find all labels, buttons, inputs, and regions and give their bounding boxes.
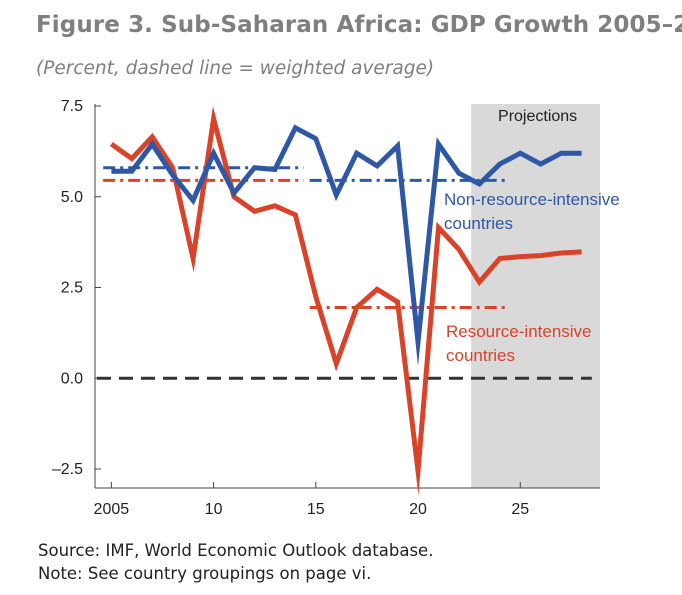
x-tick-label: 10 [205,501,223,518]
x-tick-label: 15 [307,501,325,518]
resource-series-label: Resource-intensive [446,322,592,341]
non-resource-intensive-series-line [111,124,582,367]
footnote: Note: See country groupings on page vi. [38,564,372,583]
y-tick-label: 7.5 [61,98,83,115]
x-tick-label: 2005 [94,501,130,518]
source-note: Source: IMF, World Economic Outlook data… [38,541,434,560]
x-tick-label: 25 [511,501,529,518]
x-tick-label: 20 [409,501,427,518]
y-tick-label: –2.5 [52,461,83,478]
non-resource-series-label: countries [444,214,513,233]
y-tick-label: 5.0 [61,189,83,206]
y-tick-label: 0.0 [61,370,83,387]
figure-subtitle: (Percent, dashed line = weighted average… [36,58,435,79]
figure-title: Figure 3. Sub-Saharan Africa: GDP Growth… [36,12,682,38]
projections-label: Projections [498,108,577,125]
non-resource-series-label: Non-resource-intensive [444,190,620,209]
resource-intensive-series-line [109,106,582,496]
y-tick-label: 2.5 [61,280,83,297]
resource-series-label: countries [446,346,515,365]
